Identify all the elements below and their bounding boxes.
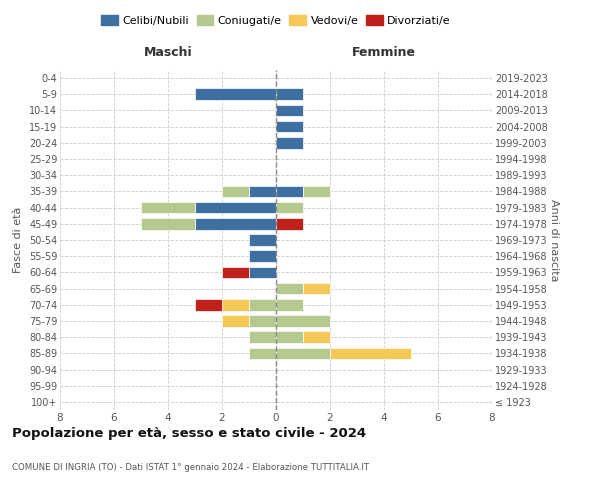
Bar [222, 266, 249, 278]
Bar [303, 332, 330, 343]
Bar [249, 234, 276, 246]
Text: Popolazione per età, sesso e stato civile - 2024: Popolazione per età, sesso e stato civil… [12, 428, 366, 440]
Bar [276, 348, 330, 359]
Bar [249, 266, 276, 278]
Text: COMUNE DI INGRIA (TO) - Dati ISTAT 1° gennaio 2024 - Elaborazione TUTTITALIA.IT: COMUNE DI INGRIA (TO) - Dati ISTAT 1° ge… [12, 462, 369, 471]
Bar [195, 88, 276, 100]
Bar [141, 202, 195, 213]
Bar [276, 282, 303, 294]
Bar [249, 332, 276, 343]
Bar [222, 299, 249, 310]
Y-axis label: Fasce di età: Fasce di età [13, 207, 23, 273]
Bar [222, 186, 249, 198]
Bar [276, 137, 303, 148]
Bar [276, 332, 303, 343]
Bar [276, 88, 303, 100]
Bar [249, 315, 276, 327]
Bar [303, 282, 330, 294]
Bar [276, 202, 303, 213]
Y-axis label: Anni di nascita: Anni di nascita [549, 198, 559, 281]
Bar [276, 218, 303, 230]
Bar [195, 202, 276, 213]
Bar [276, 299, 303, 310]
Bar [249, 186, 276, 198]
Bar [276, 315, 330, 327]
Bar [222, 315, 249, 327]
Bar [276, 104, 303, 117]
Bar [303, 186, 330, 198]
Bar [330, 348, 411, 359]
Bar [249, 299, 276, 310]
Bar [249, 250, 276, 262]
Bar [195, 299, 222, 310]
Bar [141, 218, 195, 230]
Bar [276, 186, 303, 198]
Bar [276, 121, 303, 132]
Text: Maschi: Maschi [143, 46, 193, 59]
Legend: Celibi/Nubili, Coniugati/e, Vedovi/e, Divorziati/e: Celibi/Nubili, Coniugati/e, Vedovi/e, Di… [97, 10, 455, 30]
Bar [195, 218, 276, 230]
Bar [249, 348, 276, 359]
Text: Femmine: Femmine [352, 46, 416, 59]
